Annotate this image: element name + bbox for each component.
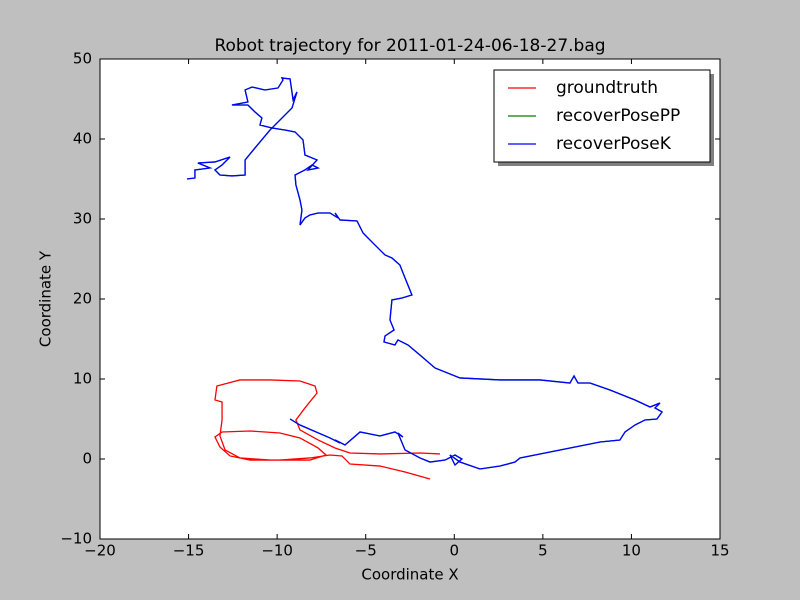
x-tick-label: −20 bbox=[84, 542, 116, 560]
x-tick-label: 5 bbox=[538, 542, 548, 560]
y-tick-label: 50 bbox=[73, 50, 92, 68]
y-tick-label: 30 bbox=[73, 210, 92, 228]
legend-label: groundtruth bbox=[556, 78, 658, 98]
legend-label: recoverPoseK bbox=[556, 134, 672, 154]
y-tick-label: 20 bbox=[73, 290, 92, 308]
x-tick-label: −10 bbox=[261, 542, 293, 560]
y-tick-label: 10 bbox=[73, 370, 92, 388]
x-tick-label: 0 bbox=[450, 542, 460, 560]
x-tick-label: 15 bbox=[710, 542, 729, 560]
y-tick-label: −10 bbox=[60, 530, 92, 548]
y-tick-label: 40 bbox=[73, 130, 92, 148]
series-line bbox=[186, 77, 664, 470]
x-axis-label: Coordinate X bbox=[361, 566, 458, 584]
x-tick-label: −5 bbox=[355, 542, 377, 560]
y-tick-label: 0 bbox=[82, 450, 92, 468]
x-tick-label: 10 bbox=[622, 542, 641, 560]
y-axis-label: Coordinate Y bbox=[37, 250, 55, 347]
legend-label: recoverPosePP bbox=[556, 106, 680, 126]
x-tick-label: −15 bbox=[173, 542, 205, 560]
chart-title: Robot trajectory for 2011-01-24-06-18-27… bbox=[214, 36, 605, 56]
